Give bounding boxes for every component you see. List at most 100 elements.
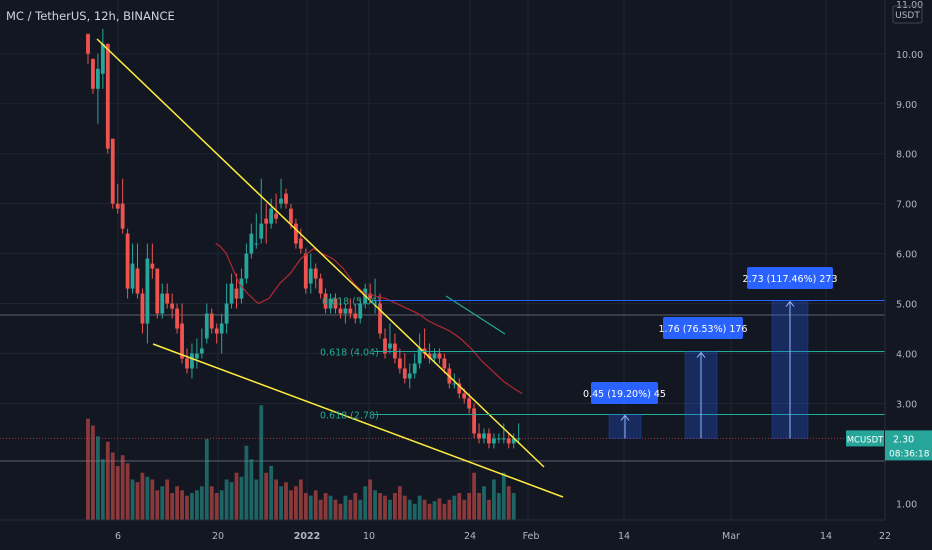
volume-bar [492,479,496,520]
candle-body [219,323,224,334]
volume-bar [388,499,392,520]
target-label-bg [747,267,833,289]
candle-body [308,268,313,284]
volume-bar [467,493,472,520]
candle-body [432,353,437,359]
time-tick-label: 24 [464,531,476,542]
candle-body [150,263,155,269]
volume-bar [204,439,209,520]
volume-bar [110,452,115,520]
volume-bar [259,405,264,520]
volume-bar [358,499,363,520]
fib-level-label: 0.618 (4.04) [320,348,379,359]
volume-bar [165,479,170,520]
candle-body [462,393,467,399]
price-tick-label: 7.00 [896,200,917,211]
volume-bar [86,418,90,520]
price-tick-label: 1.00 [896,499,917,510]
volume-bar [96,436,100,520]
volume-bar [135,482,140,520]
volume-bar [511,493,516,520]
volume-bar [279,486,283,520]
volume-bar [249,459,254,520]
moving-average-line [215,243,523,394]
volume-bar [353,493,358,520]
fib-level-label: 0.618 (5.06) [322,297,381,308]
volume-bar [373,490,377,520]
volume-bar [477,493,481,520]
candle-body [105,43,110,149]
candle-body [160,293,165,314]
volume-bar [289,490,293,520]
time-axis-bg [0,520,885,550]
candle-body [427,353,432,359]
time-tick-label: 14 [618,531,630,542]
candle-body [289,208,293,224]
currency-badge [892,5,923,24]
target-arrow-head [785,300,795,307]
volume-bar [363,486,368,520]
volume-bar [383,495,387,520]
volume-bar [308,495,313,520]
candle-body [274,213,278,219]
volume-bar [234,472,239,520]
volume-bar [100,459,105,520]
volume-bar [393,493,397,520]
volume-bar [472,472,476,520]
candle-body [496,438,501,440]
last-price-badge [885,430,932,461]
candle-body [229,283,234,304]
volume-bar [294,486,298,520]
candle-body [412,363,417,374]
volume-bar [452,495,457,520]
candle-body [368,293,373,299]
candle-body [487,433,491,444]
chart-title: MC / TetherUS, 12h, BINANCE [6,9,175,23]
candle-body [170,303,175,309]
volume-bar [318,499,323,520]
candle-body [86,33,90,54]
candle-body [115,203,120,209]
volume-bar [442,503,447,520]
volume-bar [140,472,145,520]
volume-bar [264,472,269,520]
volume-bar [219,490,224,520]
upper-trendline [96,38,545,468]
volume-bar [155,490,160,520]
candles [86,28,521,449]
candle-body [100,43,105,74]
volume-bar [447,499,452,520]
candle-body [472,408,476,434]
candle-body [378,303,382,334]
volume-bar [120,455,125,520]
candle-body [506,438,511,444]
volume-bar [323,493,328,520]
price-tick-label: 4.00 [896,350,917,361]
candle-body [155,268,160,314]
candle-body [298,238,303,249]
time-tick-label: 10 [363,531,375,542]
volume-bar [284,482,288,520]
target-arrow-head [620,414,630,421]
volume-bar [313,490,318,520]
candle-body [328,298,333,309]
price-tick-label: 5.00 [896,300,917,311]
volume-bar [190,493,194,520]
volume-bar [397,486,402,520]
volume-bar [185,495,189,520]
candle-body [264,218,269,224]
price-tick-label: 11.00 [896,0,923,11]
time-tick-label: 2022 [294,531,320,542]
price-tick-label: 10.00 [896,50,923,61]
candle-body [140,293,145,324]
volume-bar [105,441,110,520]
volume-bar [482,486,486,520]
lower-trendline [152,343,564,498]
volume-bar [378,493,382,520]
candle-body [442,358,447,369]
volume-bar [214,493,219,520]
candle-body [145,258,150,324]
volume-bar [244,445,249,520]
candle-body [204,313,209,339]
